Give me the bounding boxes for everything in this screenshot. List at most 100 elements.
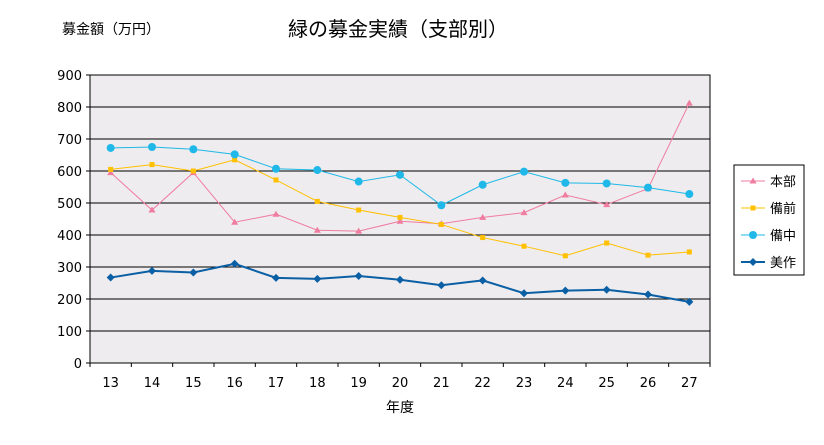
data-point: [561, 178, 570, 187]
data-point: [562, 253, 568, 259]
y-tick-label: 600: [57, 165, 82, 180]
x-tick-label: 26: [640, 376, 657, 391]
data-point: [189, 268, 198, 277]
legend-item: 備中: [741, 228, 796, 244]
legend-marker: [749, 231, 757, 239]
data-point: [603, 201, 611, 208]
data-point: [520, 167, 528, 176]
data-point: [313, 274, 322, 283]
data-point: [354, 177, 363, 186]
data-point: [313, 166, 322, 175]
series-3: [106, 143, 694, 210]
y-tick-labels: 0 100 200 300 400 500 600 700 800 900: [57, 69, 82, 372]
legend-item: 備前: [741, 201, 796, 217]
chart-title: 緑の募金実績（支部別）: [288, 17, 508, 41]
data-point: [686, 249, 692, 255]
data-point: [437, 201, 446, 210]
data-point: [231, 218, 239, 225]
data-point: [604, 240, 610, 246]
data-point: [561, 286, 570, 295]
data-point: [273, 177, 279, 183]
data-point: [230, 259, 239, 268]
legend-label: 本部: [770, 175, 796, 190]
x-tick-label: 19: [350, 376, 367, 391]
data-point: [354, 271, 363, 280]
x-tick-label: 27: [681, 376, 698, 391]
data-point: [644, 290, 652, 299]
legend-item: 本部: [741, 175, 796, 190]
x-tick-label: 15: [185, 376, 202, 391]
data-point: [190, 168, 196, 174]
data-point: [189, 145, 198, 154]
legend-marker: [750, 205, 756, 211]
data-point: [438, 221, 444, 227]
data-point: [314, 198, 320, 204]
data-point: [148, 206, 156, 213]
legend-label: 備前: [770, 201, 796, 217]
x-tick-label: 23: [516, 376, 533, 391]
data-point: [272, 164, 280, 173]
x-tick-label: 14: [144, 376, 161, 391]
x-tick-label: 25: [598, 376, 615, 391]
legend-item: 美作: [741, 256, 796, 271]
data-point: [396, 275, 404, 284]
y-tick-label: 300: [57, 261, 82, 276]
data-point: [644, 183, 652, 192]
data-point: [602, 179, 611, 188]
data-point: [685, 99, 693, 106]
series-layer: [106, 99, 694, 306]
series-4: [106, 259, 694, 306]
data-point: [480, 235, 486, 241]
data-point: [479, 213, 487, 220]
x-tick-label: 24: [557, 376, 574, 391]
y-tick-label: 500: [57, 197, 82, 212]
data-point: [106, 143, 115, 152]
data-point: [521, 243, 527, 249]
data-point: [396, 217, 404, 224]
y-tick-label: 400: [57, 229, 82, 244]
y-axis-title: 募金額（万円）: [62, 22, 160, 38]
x-tick-label: 22: [474, 376, 491, 391]
y-tick-label: 100: [57, 325, 82, 340]
data-point: [232, 157, 238, 163]
data-point: [106, 273, 115, 282]
data-point: [397, 214, 403, 220]
data-point: [685, 297, 694, 306]
legend-label: 備中: [770, 228, 796, 244]
data-point: [107, 169, 115, 176]
y-tick-label: 800: [57, 101, 82, 116]
x-tick-label: 16: [226, 376, 243, 391]
data-point: [520, 209, 528, 216]
y-tick-label: 900: [57, 69, 82, 84]
x-tick-label: 21: [433, 376, 450, 391]
legend-marker: [749, 177, 757, 184]
gridlines: [86, 74, 711, 367]
y-tick-label: 700: [57, 133, 82, 148]
data-point: [272, 273, 280, 282]
data-point: [356, 207, 362, 213]
y-tick-label: 0: [74, 357, 82, 372]
data-point: [437, 281, 446, 290]
data-point: [149, 162, 155, 168]
data-point: [148, 266, 156, 275]
x-tick-label: 20: [392, 376, 409, 391]
data-point: [396, 170, 404, 179]
x-tick-label: 18: [309, 376, 326, 391]
x-tick-label: 13: [102, 376, 119, 391]
data-point: [561, 191, 569, 198]
data-point: [272, 210, 280, 217]
data-point: [313, 226, 321, 233]
data-point: [478, 180, 487, 189]
y-tick-label: 200: [57, 293, 82, 308]
data-point: [108, 166, 114, 172]
data-point: [685, 190, 694, 199]
series-2: [108, 157, 692, 259]
data-point: [520, 289, 528, 298]
series-1: [107, 99, 693, 234]
data-point: [645, 252, 651, 258]
data-point: [355, 227, 363, 234]
x-tick-labels: 13 14 15 16 17 18 19 20 21 22 23 24 25 26 27: [102, 376, 697, 391]
x-axis-title: 年度: [386, 400, 414, 416]
